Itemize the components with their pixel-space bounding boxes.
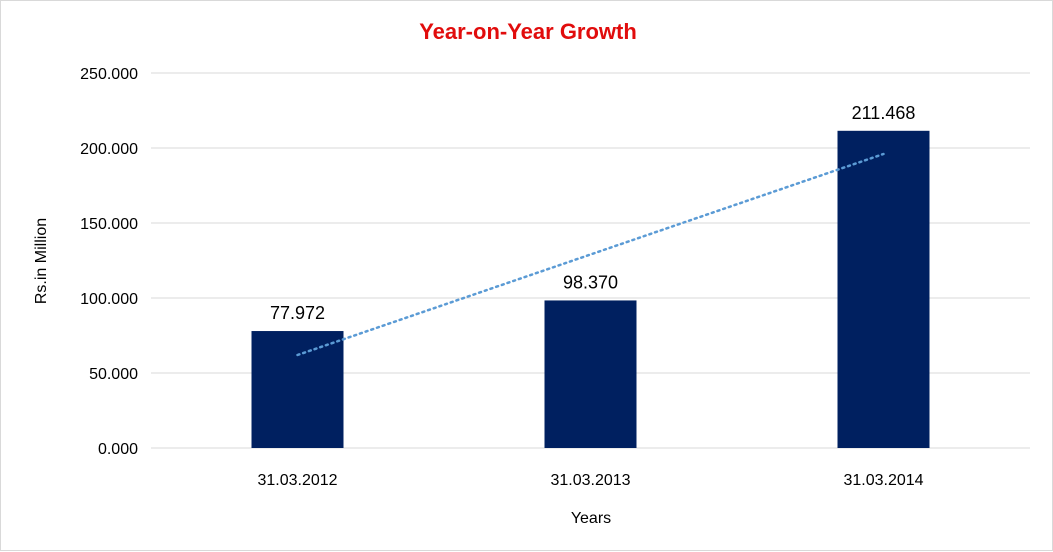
bar-value-label: 211.468 <box>852 103 916 123</box>
x-axis-ticks: 31.03.2012 31.03.2013 31.03.2014 <box>257 472 923 489</box>
y-tick-label: 250.000 <box>80 66 138 83</box>
y-tick-label: 200.000 <box>80 141 138 158</box>
bars <box>251 130 930 448</box>
y-tick-label: 50.000 <box>89 366 138 383</box>
data-labels: 77.972 98.370 211.468 <box>270 103 915 323</box>
x-axis-title: Years <box>571 510 611 527</box>
bar <box>544 300 637 448</box>
trendline-group <box>296 152 885 357</box>
x-tick-label: 31.03.2013 <box>550 472 630 489</box>
x-tick-label: 31.03.2014 <box>843 472 923 489</box>
bar <box>837 130 930 448</box>
bar <box>251 331 344 448</box>
trendline <box>296 152 885 357</box>
chart-title: Year-on-Year Growth <box>419 19 637 44</box>
x-tick-label: 31.03.2012 <box>257 472 337 489</box>
y-axis-ticks: 0.000 50.000 100.000 150.000 200.000 250.000 <box>80 66 138 458</box>
bar-value-label: 98.370 <box>563 272 618 292</box>
y-tick-label: 100.000 <box>80 291 138 308</box>
y-tick-label: 150.000 <box>80 216 138 233</box>
y-axis-title: Rs.in Million <box>33 218 50 304</box>
y-tick-label: 0.000 <box>98 441 138 458</box>
bar-value-label: 77.972 <box>270 303 325 323</box>
